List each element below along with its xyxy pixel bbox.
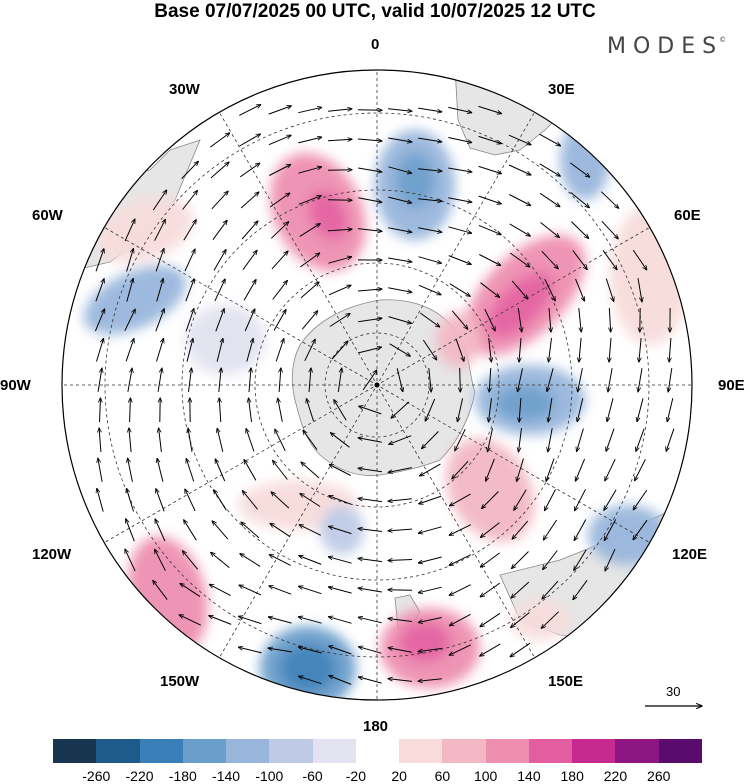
colorbar-tick-label: -60 [302, 768, 322, 784]
colorbar-tick-label: -220 [126, 768, 154, 784]
positive-anomaly [399, 622, 451, 662]
colorbar-tick-label: -20 [346, 768, 366, 784]
colorbar-tick-label: 140 [517, 768, 540, 784]
positive-anomaly [510, 600, 570, 640]
positive-anomaly [436, 312, 480, 368]
colorbar-segment [615, 739, 658, 763]
colorbar-segment [399, 739, 442, 763]
south-pole-marker [375, 383, 380, 388]
colorbar-segment [96, 739, 139, 763]
positive-anomaly [610, 205, 690, 345]
lon-label-120w: 120W [32, 546, 71, 563]
lon-label-150e: 150E [548, 673, 583, 690]
colorbar-segment [529, 739, 572, 763]
lon-label-30w: 30W [169, 81, 200, 98]
colorbar-tick-label: 220 [604, 768, 627, 784]
lon-label-150w: 150W [160, 673, 199, 690]
reference-vector-value: 30 [666, 684, 680, 699]
colorbar [53, 739, 702, 763]
wind-vector [328, 200, 352, 201]
lon-label-60w: 60W [32, 207, 63, 224]
wind-vector [460, 368, 461, 392]
colorbar-tick-label: 180 [561, 768, 584, 784]
colorbar-tick-label: -180 [169, 768, 197, 784]
colorbar-segment [486, 739, 529, 763]
negative-anomaly [495, 385, 555, 421]
lon-label-60e: 60E [674, 207, 701, 224]
colorbar-tick-label: 60 [435, 768, 451, 784]
colorbar-tick-label: -260 [82, 768, 110, 784]
lon-label-180: 180 [363, 718, 388, 735]
colorbar-segment [356, 739, 399, 763]
colorbar-segment [659, 739, 702, 763]
wind-vector [328, 170, 352, 171]
lon-label-90w: 90W [0, 377, 31, 394]
colorbar-tick-label: 260 [647, 768, 670, 784]
lon-label-0: 0 [371, 36, 379, 53]
colorbar-segment [572, 739, 615, 763]
colorbar-segment [313, 739, 356, 763]
colorbar-tick-label: -100 [255, 768, 283, 784]
colorbar-segment [140, 739, 183, 763]
colorbar-tick-label: -140 [212, 768, 240, 784]
lon-label-120e: 120E [672, 546, 707, 563]
negative-anomaly [560, 120, 610, 200]
lon-label-30e: 30E [548, 81, 575, 98]
colorbar-segment [269, 739, 312, 763]
colorbar-segment [226, 739, 269, 763]
colorbar-segment [183, 739, 226, 763]
colorbar-tick-label: 20 [391, 768, 407, 784]
negative-anomaly [320, 505, 364, 555]
colorbar-segment [53, 739, 96, 763]
lon-label-90e: 90E [718, 377, 745, 394]
colorbar-tick-label: 100 [474, 768, 497, 784]
colorbar-segment [442, 739, 485, 763]
